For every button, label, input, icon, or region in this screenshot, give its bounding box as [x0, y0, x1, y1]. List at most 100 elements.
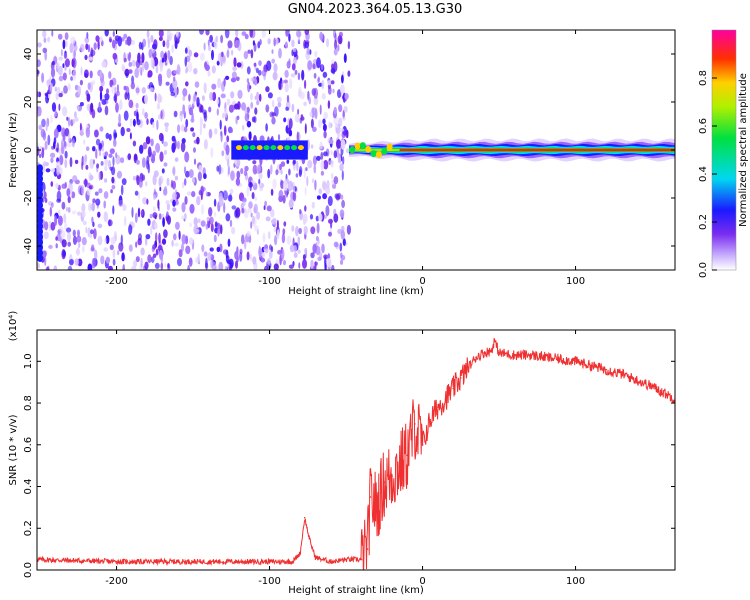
spectrogram-noise-blob	[120, 126, 125, 137]
spectrogram-noise-blob	[246, 78, 250, 83]
spectrogram-noise-blob	[122, 264, 125, 270]
spectrogram-noise-blob	[72, 118, 76, 124]
spectrogram-noise-blob	[258, 178, 261, 185]
spectrogram-noise-blob	[97, 40, 100, 50]
spectrogram-noise-blob	[67, 231, 71, 242]
spectrogram-noise-blob	[299, 209, 302, 215]
spectrogram-noise-blob	[220, 34, 224, 44]
snr-y-ticks: 0.0 0.2 0.4 0.6 0.8 1.0	[23, 353, 675, 578]
spectrogram-noise-blob	[37, 146, 40, 157]
spectrogram-noise-blob	[82, 220, 87, 226]
colorbar-gradient	[711, 29, 737, 271]
spectrogram-noise-blob	[269, 111, 275, 118]
spectrogram-noise-blob	[298, 227, 303, 235]
spectrogram-noise-blob	[296, 160, 299, 172]
snr-data-point	[483, 352, 485, 354]
spectrogram-noise-blob	[41, 72, 45, 83]
spectrogram-noise-blob	[146, 30, 150, 38]
snr-data-point	[192, 560, 194, 563]
spectrogram-noise-blob	[87, 82, 91, 90]
spectrogram-noise-blob	[199, 125, 203, 136]
spectrogram-early-peak	[270, 145, 277, 151]
spectrogram-noise-blob	[185, 170, 190, 178]
spectrogram-noise-blob	[114, 86, 117, 93]
spectrogram-noise-blob	[218, 261, 224, 270]
spectrogram-noise-blob	[327, 257, 332, 268]
spectrogram-noise-blob	[288, 33, 291, 42]
spectrogram-noise-blob	[174, 175, 178, 181]
spectrogram-noise-blob	[140, 209, 144, 216]
spectrogram-noise-blob	[246, 120, 252, 128]
spectrogram-noise-blob	[231, 205, 237, 210]
spectrogram-noise-blob	[158, 132, 164, 142]
spectrogram-noise-blob	[147, 254, 152, 263]
spectrogram-noise-blob	[167, 263, 170, 269]
spectrogram-noise-blob	[331, 63, 335, 70]
snr-data-point	[467, 366, 470, 369]
spectrogram-noise-blob	[223, 77, 226, 87]
spectrogram-noise-blob	[317, 119, 322, 128]
spectrogram-noise-blob	[233, 57, 237, 67]
spectrogram-noise-blob	[202, 109, 208, 115]
spectrogram-noise-blob	[294, 113, 300, 123]
spectrogram-noise-blob	[171, 44, 174, 53]
spectrogram-noise-blob	[44, 140, 48, 150]
spectrogram-noise-blob	[67, 241, 71, 247]
spectrogram-noise-blob	[261, 69, 267, 77]
spectrogram-noise-blob	[131, 207, 134, 218]
snr-frame	[36, 329, 676, 571]
spectrogram-noise-blob	[85, 164, 89, 170]
spectrogram-noise-blob	[330, 150, 333, 156]
spectrogram-noise-blob	[184, 47, 188, 54]
spectrogram-noise-blob	[140, 247, 145, 256]
snr-y-tick-label: 0.8	[23, 395, 34, 411]
spectrogram-noise-blob	[209, 216, 214, 225]
spectrogram-noise-blob	[158, 213, 162, 220]
spectrogram-noise-blob	[319, 31, 323, 41]
spectrogram-noise-blob	[216, 98, 220, 105]
snr-data-point	[308, 537, 311, 540]
spectrogram-noise-blob	[117, 250, 120, 256]
spectrogram-noise-blob	[322, 118, 326, 125]
spectrogram-noise-blob	[272, 71, 278, 81]
spectrogram-noise-blob	[163, 52, 167, 63]
spectrogram-noise-blob	[258, 69, 262, 76]
spectrogram-noise-blob	[57, 33, 63, 40]
spectrogram-noise-blob	[205, 257, 208, 269]
spectrogram-noise-blob	[181, 181, 185, 189]
spectrogram-noise-blob	[90, 229, 94, 235]
spectrogram-noise-blob	[113, 129, 117, 140]
spectrogram-noise-blob	[253, 203, 258, 214]
spectrogram-noise-blob	[95, 148, 98, 159]
spectrogram-noise-blob	[118, 113, 121, 125]
spectrogram-noise-blob	[142, 197, 148, 205]
spectrogram-noise-blob	[117, 122, 122, 127]
spectrogram-noise-blob	[297, 35, 301, 44]
spectrogram-noise-blob	[291, 225, 295, 232]
spectrogram-noise-blob	[205, 30, 210, 36]
snr-data-point	[330, 560, 332, 563]
spectrogram-noise-blob	[84, 73, 88, 78]
spectrogram-noise-blob	[187, 264, 190, 270]
spectrogram-noise-blob	[174, 242, 179, 247]
spectrogram-noise-blob	[165, 200, 170, 205]
spectrogram-noise-blob	[305, 167, 308, 172]
spectrogram-noise-blob	[178, 230, 181, 240]
spectrogram-noise-blob	[44, 197, 48, 204]
spectrogram-noise-blob	[234, 209, 238, 218]
spectrogram-noise-blob	[241, 31, 247, 36]
spectrogram-noise-blob	[252, 160, 257, 165]
spectrogram-noise-blob	[115, 38, 118, 45]
spectrogram-noise-blob	[200, 191, 203, 201]
spectrogram-noise-blob	[210, 223, 214, 232]
spectrogram-noise-blob	[337, 228, 342, 234]
spectrogram-noise-blob	[254, 196, 258, 201]
spectrogram-noise-blob	[345, 148, 350, 154]
spectrogram-noise-blob	[137, 52, 141, 64]
spectrogram-noise-blob	[101, 147, 105, 152]
snr-x-ticks: -200 -100 0 100	[105, 330, 585, 587]
spectrogram-noise-blob	[286, 235, 292, 245]
spectrogram-noise-blob	[199, 52, 205, 61]
spectrogram-noise-blob	[291, 103, 295, 113]
spectrogram-noise-blob	[85, 226, 88, 234]
